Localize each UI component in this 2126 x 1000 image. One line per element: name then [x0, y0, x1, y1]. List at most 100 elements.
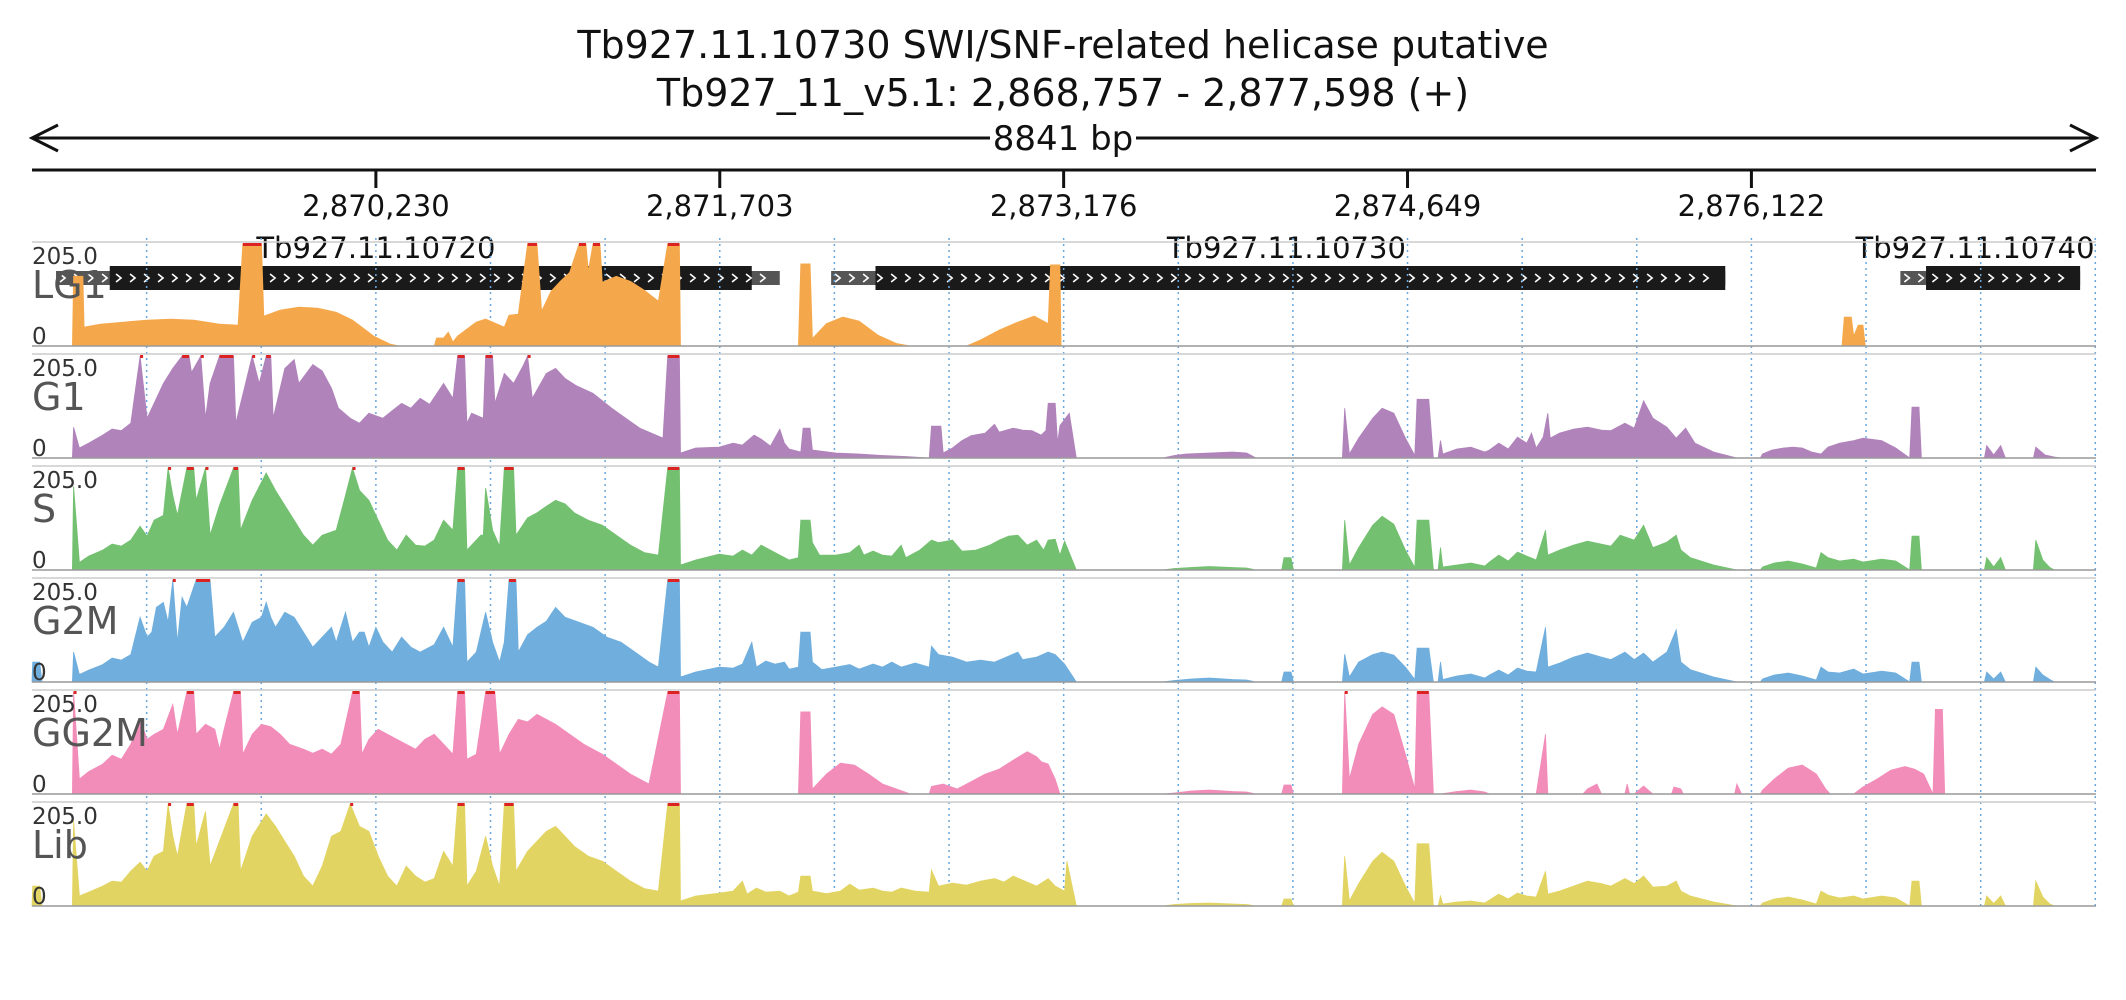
track-min-label: 0: [32, 884, 47, 910]
coverage-track: 205.0 0 G2M: [31, 577, 2096, 686]
clipped-marker: [200, 355, 204, 358]
clipped-marker: [527, 355, 531, 358]
clipped-marker: [266, 355, 271, 358]
clipped-marker: [667, 691, 680, 694]
coverage-track: 205.0 0 Lib: [31, 801, 2096, 910]
gene-label: Tb927.11.10720: [255, 231, 495, 265]
track-min-label: 0: [32, 772, 47, 798]
clipped-marker: [242, 243, 262, 246]
clipped-marker: [168, 803, 172, 806]
track-name-label: LG1: [32, 263, 107, 307]
track-max-label: 205.0: [32, 580, 98, 606]
track-min-label: 0: [32, 324, 47, 350]
gene-label: Tb927.11.10730: [1166, 231, 1406, 265]
track-min-label: 0: [32, 436, 47, 462]
clipped-marker: [252, 355, 256, 358]
clipped-marker: [140, 355, 144, 358]
clipped-marker: [350, 803, 354, 806]
clipped-marker: [352, 691, 360, 694]
clipped-marker: [186, 803, 194, 806]
axis-tick-label: 2,871,703: [646, 189, 794, 223]
track-min-label: 0: [32, 660, 47, 686]
coordinate-axis: 2,870,230 2,871,703 2,873,176 2,874,649 2,87…: [32, 168, 2096, 223]
chart-title: Tb927.11.10730 SWI/SNF-related helicase …: [576, 23, 1548, 67]
gene-feature: Tb927.11.10740: [1855, 231, 2095, 290]
axis-tick-label: 2,874,649: [1334, 189, 1482, 223]
strand-chevron-icon: [834, 273, 1710, 283]
arrow-left-icon: [28, 123, 59, 153]
track-name-label: GG2M: [32, 711, 148, 755]
track-min-label: 0: [32, 548, 47, 574]
clipped-marker: [182, 355, 190, 358]
coverage-track: 205.0 0 GG2M: [32, 689, 2096, 798]
clipped-marker: [578, 243, 586, 246]
clipped-marker: [457, 467, 465, 470]
clipped-marker: [667, 803, 680, 806]
track-max-label: 205.0: [32, 244, 98, 270]
clipped-marker: [172, 579, 176, 582]
clipped-marker: [1344, 691, 1348, 694]
strand-chevron-icon: [1903, 273, 2065, 283]
clipped-marker: [457, 803, 465, 806]
track-max-label: 205.0: [32, 692, 98, 718]
clipped-marker: [592, 243, 601, 246]
clipped-marker: [457, 355, 465, 358]
track-name-label: G1: [32, 375, 86, 419]
clipped-marker: [168, 467, 172, 470]
clipped-marker: [457, 579, 465, 582]
span-length-label: 8841 bp: [993, 119, 1134, 159]
axis-tick-label: 2,870,230: [302, 189, 450, 223]
clipped-marker: [352, 467, 356, 470]
clipped-marker: [508, 579, 516, 582]
clipped-marker: [219, 355, 234, 358]
gene-feature: Tb927.11.10730: [831, 231, 1726, 290]
coverage-tracks: 205.00LG1205.00G1205.00S205.00G2M205.00G…: [31, 238, 2097, 910]
track-max-label: 205.0: [32, 356, 98, 382]
strand-chevron-icon: [59, 273, 767, 283]
clipped-marker: [186, 467, 194, 470]
clipped-marker: [667, 243, 680, 246]
clipped-marker: [233, 467, 239, 470]
axis-tick-label: 2,873,176: [990, 189, 1138, 223]
track-name-label: Lib: [32, 823, 88, 867]
clipped-marker: [667, 579, 680, 582]
coverage-area: [31, 579, 2096, 683]
arrow-right-icon: [2069, 123, 2100, 153]
clipped-marker: [196, 579, 211, 582]
clipped-marker: [233, 803, 239, 806]
gene-cds: [875, 266, 1726, 290]
clipped-marker: [485, 691, 495, 694]
coverage-area: [32, 466, 2096, 571]
gene-label: Tb927.11.10740: [1855, 231, 2095, 265]
clipped-marker: [527, 243, 537, 246]
chart-subtitle: Tb927_11_v5.1: 2,868,757 - 2,877,598 (+): [656, 71, 1469, 115]
gene-cds: [109, 266, 752, 290]
clipped-marker: [233, 691, 241, 694]
coverage-area: [31, 802, 2096, 907]
clipped-marker: [457, 691, 465, 694]
clipped-marker: [504, 803, 514, 806]
coverage-area: [32, 243, 2096, 347]
clipped-marker: [1417, 691, 1429, 694]
clipped-marker: [73, 691, 77, 694]
gene-feature: Tb927.11.10720: [56, 231, 780, 290]
clipped-marker: [667, 355, 680, 358]
track-max-label: 205.0: [32, 468, 98, 494]
track-name-label: G2M: [32, 599, 118, 643]
clipped-marker: [667, 467, 680, 470]
coverage-area: [32, 354, 2096, 459]
coverage-track: 205.0 0 G1: [32, 353, 2096, 462]
gene-cds: [1926, 266, 2081, 290]
clipped-marker: [205, 467, 209, 470]
coverage-track: 205.0 0 LG1: [32, 241, 2096, 350]
coverage-track: 205.0 0 S: [32, 465, 2096, 574]
track-max-label: 205.0: [32, 804, 98, 830]
clipped-marker: [186, 691, 194, 694]
span-ruler: 8841 bp: [28, 119, 2100, 159]
clipped-marker: [485, 355, 493, 358]
grid-lines: [145, 238, 2097, 910]
gene-annotation-track: Tb927.11.10720 Tb927.11.10730 Tb927.11.107…: [56, 231, 2095, 290]
track-name-label: S: [32, 487, 56, 531]
clipped-marker: [504, 467, 514, 470]
